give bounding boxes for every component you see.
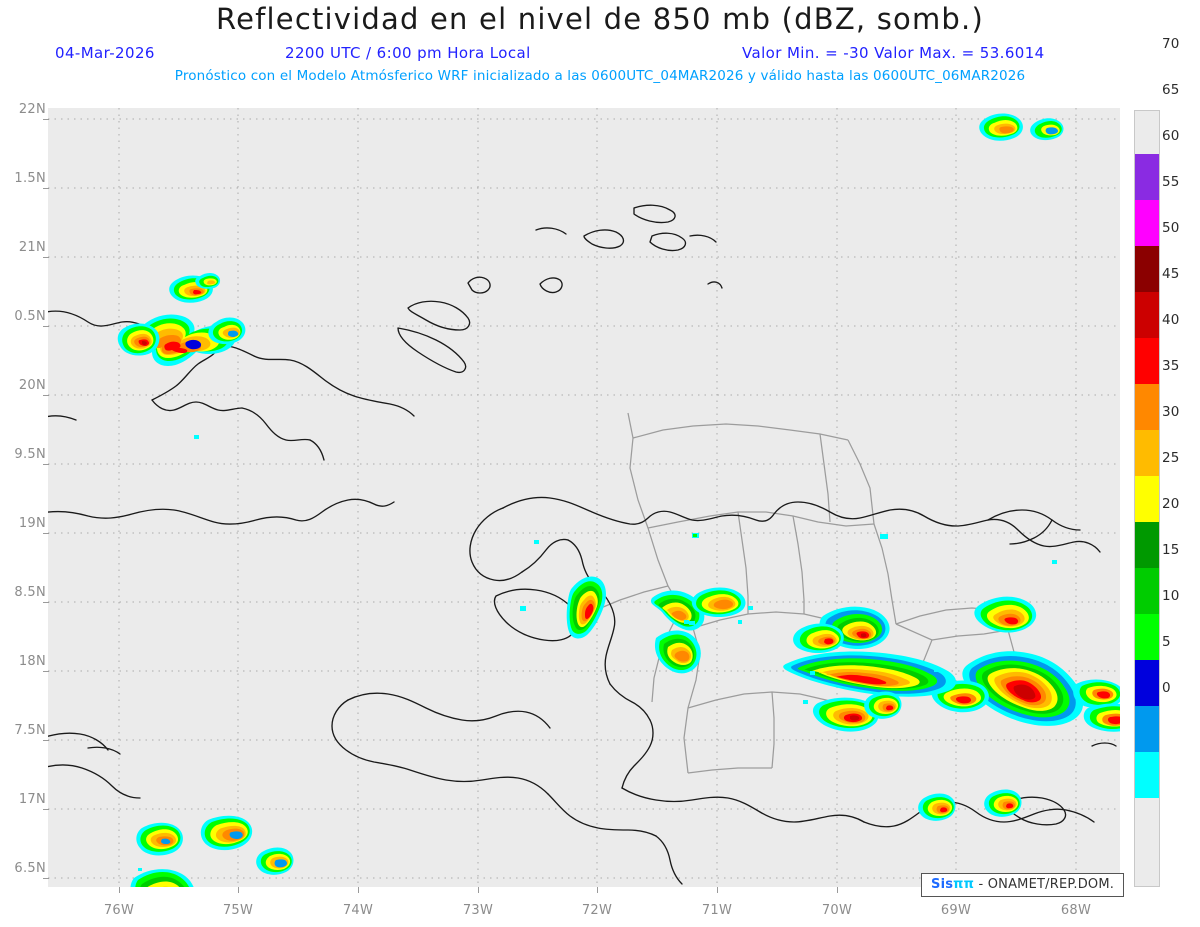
y-tick-label: 21N (18, 240, 46, 255)
y-tick-label: 1.5N (14, 171, 46, 186)
colorbar-tick-label: 25 (1162, 450, 1180, 466)
credit-box: Sisππ - ONAMET/REP.DOM. (921, 873, 1125, 897)
x-tick-label: 72W (581, 903, 613, 918)
colorbar-tick-label: 10 (1162, 588, 1180, 604)
echo-south-sea-3 (984, 789, 1022, 817)
echo-central-dr-west (793, 623, 844, 654)
forecast-time: 2200 UTC / 6:00 pm Hora Local (285, 44, 531, 62)
coastlines (48, 204, 1117, 885)
value-min-max: Valor Min. = -30 Valor Max. = 53.6014 (742, 44, 1045, 62)
credit-pi-icon: ππ (953, 877, 975, 892)
echo-south-sea-1 (864, 691, 902, 719)
x-tick-label: 68W (1060, 903, 1092, 918)
y-tick-label: 20N (18, 378, 46, 393)
echo-eastern-dr-main (962, 651, 1120, 726)
echo-sw-cluster-c (130, 869, 194, 887)
colorbar-band (1135, 568, 1159, 614)
echo-central-dr-south (812, 697, 879, 732)
x-tick-label: 74W (342, 903, 374, 918)
colorbar-tick-label: 50 (1162, 220, 1180, 236)
echo-cuba-north-tiny (195, 273, 221, 289)
colorbar-band (1135, 384, 1159, 430)
echo-bahamas-ne-1 (979, 113, 1023, 141)
colorbar-tick-label: 0 (1162, 680, 1171, 696)
y-tick-label: 8.5N (14, 585, 46, 600)
colorbar[interactable] (1134, 110, 1160, 887)
y-tick-label: 0.5N (14, 309, 46, 324)
colorbar-tick-label: 5 (1162, 634, 1171, 650)
echo-scattered-specks (138, 435, 1057, 871)
page-title: Reflectividad en el nivel de 850 mb (dBZ… (216, 2, 984, 36)
colorbar-band (1135, 246, 1159, 292)
map-plot-area[interactable] (48, 108, 1120, 887)
colorbar-tick-label: 60 (1162, 128, 1180, 144)
echo-haiti-border-lower (654, 630, 701, 674)
colorbar-band (1135, 614, 1159, 660)
echo-scattered-specks-green (693, 534, 697, 537)
radar-echoes (117, 113, 1120, 887)
map-canvas (48, 108, 1120, 887)
x-tick-label: 76W (103, 903, 135, 918)
y-tick-label: 22N (18, 102, 46, 117)
y-tick-label: 17N (18, 792, 46, 807)
colorbar-band (1135, 752, 1159, 798)
echo-eastern-ne-arm (974, 596, 1037, 633)
colorbar-tick-label: 40 (1162, 312, 1180, 328)
echo-central-dr-band (783, 651, 957, 697)
colorbar-band (1135, 522, 1159, 568)
echo-sw-cluster-a (136, 822, 183, 856)
colorbar-band (1135, 660, 1159, 706)
echo-bahamas-ne-2 (1030, 118, 1064, 141)
x-tick-label: 69W (940, 903, 972, 918)
forecast-date: 04-Mar-2026 (55, 44, 155, 62)
echo-cuba-se-small (208, 317, 246, 345)
x-tick-label: 75W (222, 903, 254, 918)
y-tick-label: 6.5N (14, 861, 46, 876)
colorbar-tick-label: 35 (1162, 358, 1180, 374)
echo-cuba-east-arrow (132, 314, 236, 366)
echo-sw-cluster-d (256, 847, 294, 875)
y-tick-label: 7.5N (14, 723, 46, 738)
x-tick-label: 71W (701, 903, 733, 918)
colorbar-band (1135, 706, 1159, 752)
colorbar-tick-label: 55 (1162, 174, 1180, 190)
echo-south-sea-2 (918, 793, 956, 821)
echo-haiti-border-blob (691, 587, 746, 618)
model-note: Pronóstico con el Modelo Atmósferico WRF… (174, 68, 1026, 84)
x-tick-label: 70W (821, 903, 853, 918)
y-tick-label: 19N (18, 516, 46, 531)
colorbar-band (1135, 154, 1159, 200)
credit-sis-label: Sis (931, 877, 954, 892)
echo-cuba-south-blob (117, 323, 160, 356)
colorbar-band (1135, 476, 1159, 522)
colorbar-band (1135, 292, 1159, 338)
header-subrow: 04-Mar-2026 2200 UTC / 6:00 pm Hora Loca… (0, 44, 1200, 64)
colorbar-tick-label: 70 (1162, 36, 1180, 52)
x-tick-label: 73W (462, 903, 494, 918)
colorbar-tick-label: 65 (1162, 82, 1180, 98)
credit-org-label: - ONAMET/REP.DOM. (978, 877, 1115, 892)
echo-eastern-dr-secondary (1083, 703, 1120, 732)
colorbar-tick-label: 15 (1162, 542, 1180, 558)
y-tick-label: 18N (18, 654, 46, 669)
colorbar-band (1135, 430, 1159, 476)
colorbar-tick-label: 20 (1162, 496, 1180, 512)
y-tick-label: 9.5N (14, 447, 46, 462)
colorbar-tick-label: 45 (1162, 266, 1180, 282)
colorbar-tick-label: 30 (1162, 404, 1180, 420)
echo-sw-cluster-b (200, 815, 253, 851)
echo-haiti-central (566, 576, 606, 639)
colorbar-band (1135, 338, 1159, 384)
echo-haiti-border-arc (650, 590, 705, 631)
colorbar-band (1135, 200, 1159, 246)
